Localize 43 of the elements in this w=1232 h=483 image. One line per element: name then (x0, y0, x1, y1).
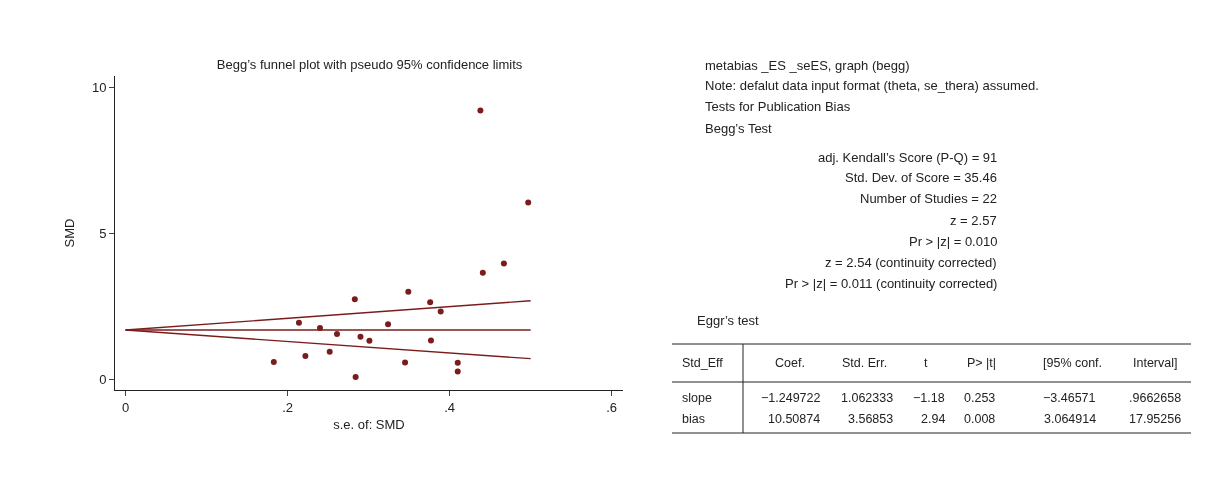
text: metabias _ES _seES, graph (begg) (705, 58, 910, 73)
text: 17.95256 (1129, 412, 1182, 426)
text: adj. Kendall’s Score (P-Q) = 91 (818, 150, 998, 165)
chart-title: Begg’s funnel plot with pseudo 95% confidence limits (216, 56, 523, 72)
text: 2.94 (921, 412, 946, 426)
y-tick-label: 5 (99, 225, 107, 241)
text: 3.064914 (1044, 412, 1097, 426)
text: Coef. (775, 356, 805, 370)
text: Begg’s Test (705, 121, 773, 136)
text: z = 2.57 (950, 213, 997, 228)
text: Eggr’s test (697, 313, 760, 328)
text: 1.062333 (841, 391, 894, 405)
y-axis-title: SMD (61, 218, 77, 248)
y-tick-label: 10 (91, 79, 107, 95)
text: z = 2.54 (continuity corrected) (825, 255, 997, 270)
text: −1.249722 (761, 391, 821, 405)
text: Std_Eff (682, 356, 724, 370)
text: Std. Err. (842, 356, 888, 370)
x-axis-title: s.e. of: SMD (333, 417, 405, 433)
x-tick-label: 0 (121, 399, 130, 415)
text: −1.18 (913, 391, 945, 405)
text: .9662658 (1129, 391, 1182, 405)
text: Std. Dev. of Score = 35.46 (845, 170, 997, 185)
y-tick-label: 0 (99, 372, 107, 388)
text: Pr > |z| = 0.011 (continuity corrected) (785, 276, 998, 291)
text: [95% conf. (1043, 356, 1103, 370)
text: 0.253 (964, 391, 996, 405)
text: t (924, 356, 928, 370)
x-tick-label: .4 (444, 399, 456, 415)
text: P> |t| (967, 356, 997, 370)
text: Pr > |z| = 0.010 (909, 234, 998, 249)
text: Number of Studies = 22 (860, 191, 997, 206)
text: bias (682, 412, 705, 426)
text: slope (682, 391, 712, 405)
text: −3.46571 (1043, 391, 1096, 405)
text: 3.56853 (848, 412, 894, 426)
text: Tests for Publication Bias (705, 99, 851, 114)
text: Interval] (1133, 356, 1178, 370)
text: 10.50874 (768, 412, 821, 426)
text: Note: defalut data input format (theta, se_thera) assumed. (705, 78, 1039, 93)
x-tick-label: .2 (282, 399, 293, 415)
text: 0.008 (964, 412, 996, 426)
x-tick-label: .6 (606, 399, 618, 415)
